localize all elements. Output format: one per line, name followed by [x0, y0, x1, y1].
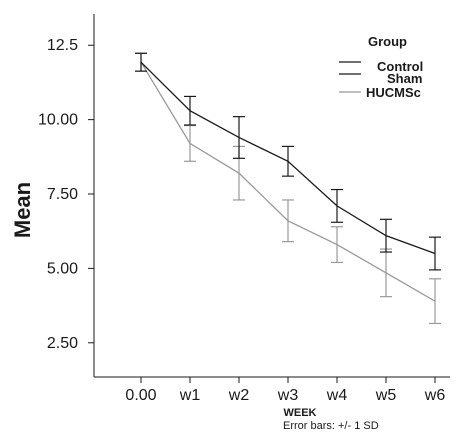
- legend-label-control: Control: [377, 59, 423, 74]
- error-bar-note: Error bars: +/- 1 SD: [283, 420, 379, 432]
- x-tick-label: w4: [326, 387, 348, 404]
- y-ticks: 2.50 5.00 7.50 10.00 12.5: [38, 37, 94, 352]
- y-tick-label: 12.5: [47, 37, 78, 54]
- x-tick-label: w6: [424, 387, 446, 404]
- error-bar-sham: [429, 236, 441, 271]
- error-bar-sham: [282, 145, 294, 177]
- x-tick-label: w5: [375, 387, 397, 404]
- x-tick-label: w1: [179, 387, 201, 404]
- x-tick-label: w3: [277, 387, 299, 404]
- x-ticks: 0.00 w1 w2 w3 w4 w5 w6: [125, 377, 445, 404]
- x-axis-label: WEEK: [284, 407, 317, 419]
- series-group: [135, 52, 441, 325]
- error-bar-hucmsc: [380, 248, 392, 298]
- error-bar-sham: [233, 116, 245, 159]
- error-bar-hucmsc: [331, 226, 343, 264]
- error-bar-sham: [135, 52, 147, 72]
- y-tick-label: 10.00: [38, 112, 78, 129]
- y-tick-label: 2.50: [47, 335, 78, 352]
- y-tick-label: 7.50: [47, 186, 78, 203]
- x-tick-label: 0.00: [125, 387, 156, 404]
- legend-label-sham: Sham: [387, 71, 422, 86]
- legend-label-hucmsc: HUCMSc: [366, 85, 421, 100]
- legend-title: Group: [368, 34, 407, 49]
- y-axis-label: Mean: [10, 182, 35, 238]
- x-tick-label: w2: [228, 387, 250, 404]
- axes: [93, 14, 450, 378]
- error-bar-sham: [380, 218, 392, 253]
- error-bar-sham: [184, 95, 196, 126]
- error-bar-hucmsc: [429, 278, 441, 325]
- error-bar-hucmsc: [184, 124, 196, 162]
- error-bar-hucmsc: [282, 199, 294, 243]
- y-tick-label: 5.00: [47, 260, 78, 277]
- error-bar-sham: [331, 188, 343, 223]
- legend: Group Control Sham HUCMSc: [339, 34, 423, 100]
